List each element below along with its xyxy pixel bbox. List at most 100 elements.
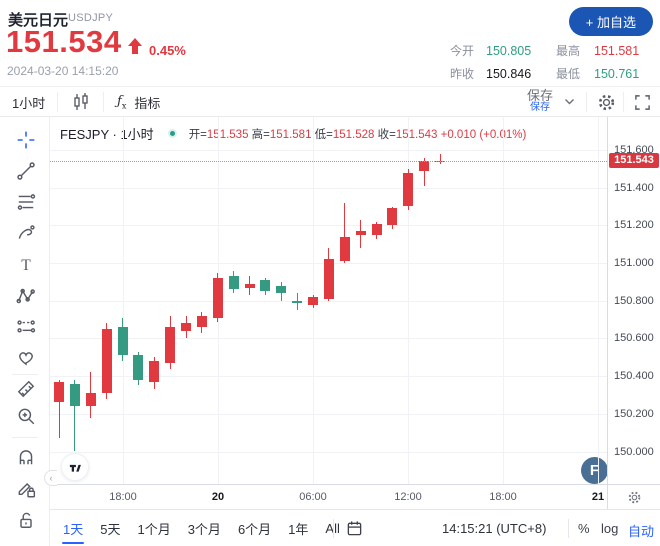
range-tab-5天[interactable]: 5天 [100, 522, 121, 537]
tool-prediction-icon[interactable] [16, 317, 36, 337]
range-tab-All[interactable]: All [324, 517, 340, 540]
time-tick: 21 [591, 491, 605, 503]
price-tick: 151.600 [614, 144, 654, 156]
tool-hidden-tool-partial[interactable] [16, 533, 36, 546]
candle-body [85, 393, 96, 407]
price-axis[interactable]: 151.600 151.400 151.200 151.000 150.800 150.6… [607, 117, 660, 484]
price-up-arrow-icon [128, 38, 142, 54]
legend-change: +0.010 (+0.01%) [440, 128, 527, 141]
fx-icon: ƒx [117, 93, 127, 111]
tradingview-logo[interactable] [61, 453, 89, 481]
time-tick: 20 [211, 491, 225, 503]
legend-ohlc: 开=151.535 高=151.581 低=151.528 收=151.543 … [188, 128, 527, 141]
price-tick: 151.200 [614, 219, 654, 232]
legend-symbol: FESJPY · 1小时 [60, 127, 154, 142]
tools-divider [12, 374, 38, 375]
goto-date-calendar-icon[interactable] [346, 520, 363, 542]
candle-body [339, 236, 350, 262]
tools-divider [12, 437, 38, 438]
candle-body [117, 327, 128, 356]
tool-draw-lock-icon[interactable] [16, 479, 36, 499]
range-tab-3个月[interactable]: 3个月 [187, 522, 221, 537]
quote-stats: 今开 150.805 最高 151.581 昨收 150.846 最低 150.761 [450, 39, 654, 85]
candle-body [387, 208, 398, 226]
quote-datetime: 2024-03-20 14:15:20 [7, 64, 119, 78]
toolbar-divider [623, 92, 624, 112]
price-tick: 151.400 [614, 181, 654, 194]
tool-favorites-heart-icon[interactable] [16, 348, 36, 368]
stat-label: 最高 [556, 44, 581, 58]
price-tick: 150.200 [614, 407, 654, 420]
time-tick: 18:00 [489, 491, 517, 503]
candle-body [260, 280, 271, 292]
stat-value: 150.805 [486, 43, 532, 58]
percent-scale-button[interactable]: % [578, 521, 590, 536]
time-axis[interactable]: 18:00 20 06:00 12:00 18:00 21 [50, 484, 660, 510]
tool-lock-all-icon[interactable] [16, 510, 36, 530]
price-tick: 150.400 [614, 370, 654, 383]
candle-body [69, 383, 80, 407]
axis-settings-gear-icon[interactable] [607, 485, 660, 510]
candle-body [196, 315, 207, 328]
candle-body [54, 381, 64, 403]
interval-button[interactable]: 1小时 [12, 95, 46, 111]
stat-label: 最低 [556, 67, 581, 81]
candle-body [419, 161, 430, 171]
tool-fib-lines-icon[interactable] [16, 192, 36, 212]
range-tab-1年[interactable]: 1年 [288, 522, 309, 537]
gridline-v [503, 117, 504, 484]
tool-text-icon[interactable]: T [16, 255, 36, 275]
stat-value: 150.761 [594, 66, 640, 81]
price-tick: 150.800 [614, 294, 654, 307]
market-status-dot-icon [167, 129, 177, 138]
price-tick: 151.000 [614, 257, 654, 270]
plot-area[interactable]: FESJPY · 1小时 开=151.535 高=151.581 低=151.5… [50, 117, 607, 484]
time-tick: 12:00 [394, 491, 422, 503]
candle-wick [423, 157, 425, 186]
gridline-v [408, 117, 409, 484]
tool-magnet-icon[interactable] [16, 447, 36, 467]
gridline-h [50, 187, 607, 189]
fullscreen-icon[interactable] [634, 87, 651, 117]
price-tick: 150.000 [614, 445, 654, 458]
candle-body [181, 323, 191, 331]
indicators-button[interactable]: ƒx 指标 [117, 93, 161, 111]
candle-body [276, 285, 287, 294]
settings-gear-icon[interactable] [597, 87, 616, 117]
add-watchlist-button[interactable]: + 加自选 [568, 7, 653, 36]
range-tab-6个月[interactable]: 6个月 [237, 522, 272, 537]
range-tab-1天[interactable]: 1天 [62, 515, 85, 544]
session-clock[interactable]: 14:15:21 (UTC+8) [442, 521, 547, 536]
gridline-h [50, 338, 607, 340]
save-dropdown-chevron-icon[interactable] [564, 87, 575, 117]
tool-ruler-icon[interactable] [16, 379, 36, 399]
tool-trend-line-icon[interactable] [16, 161, 36, 181]
tool-pattern-xabcd-icon[interactable] [16, 286, 36, 306]
stat-value: 151.581 [594, 43, 640, 58]
price-tick: 150.600 [614, 332, 654, 345]
bottom-divider [333, 519, 334, 538]
tool-brush-icon[interactable] [16, 223, 36, 243]
tool-crosshair-icon[interactable] [16, 130, 36, 150]
symbol-code: USDJPY [68, 12, 114, 24]
tool-zoom-in-icon[interactable] [16, 406, 36, 426]
log-scale-button[interactable]: log [601, 521, 619, 536]
auto-scale-button[interactable]: 自动 [628, 524, 655, 539]
candle-body [308, 297, 318, 305]
gridline-v [598, 117, 599, 484]
page-title: 美元日元 [8, 12, 69, 29]
gridline-h [50, 225, 607, 227]
gridline-h [50, 451, 607, 453]
toolbar-collapse-handle[interactable]: ‹ [44, 470, 57, 486]
save-button[interactable]: 保存 保存 [526, 88, 553, 113]
chart-toolbar: 1小时 ƒx 指标 保存 保存 [0, 87, 660, 117]
candle-style-button[interactable] [71, 87, 91, 117]
candle-body [292, 300, 303, 303]
quote-header: 美元日元 USDJPY + 加自选 151.534 0.45% 2024-03-… [0, 0, 660, 87]
range-tab-1个月[interactable]: 1个月 [137, 522, 171, 537]
candle-wick [344, 202, 346, 264]
range-tabs: 1天 5天 1个月 3个月 6个月 1年 All [62, 510, 341, 546]
toolbar-divider [586, 92, 587, 112]
candle-body [165, 327, 176, 363]
